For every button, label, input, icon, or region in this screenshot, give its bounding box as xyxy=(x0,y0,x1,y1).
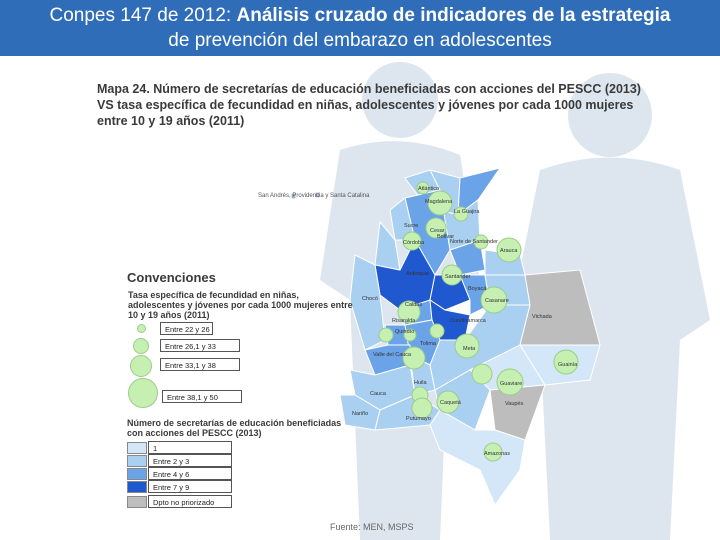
count-legend-item: 1 xyxy=(148,441,232,454)
slide-header: Conpes 147 de 2012: Análisis cruzado de … xyxy=(0,0,720,56)
dept-label: Norte de Santander xyxy=(450,239,498,245)
dept-label: Cesar xyxy=(430,228,445,234)
count-legend-item: Entre 7 y 9 xyxy=(148,480,232,493)
dept-label: Nariño xyxy=(352,411,368,417)
rate-circle xyxy=(441,264,463,286)
dept-label: Boyacá xyxy=(468,286,487,292)
dept-label: Atlántico xyxy=(418,186,439,192)
dept-label: Guainía xyxy=(558,362,578,368)
dept-label: Casanare xyxy=(485,298,509,304)
count-swatch xyxy=(127,481,147,493)
rate-circle xyxy=(411,397,433,419)
dept-label: Vichada xyxy=(532,314,553,320)
rate-circle xyxy=(471,363,493,385)
dept-label: Vaupés xyxy=(505,401,523,407)
rate-circle xyxy=(483,442,503,462)
dept-label: Bolívar xyxy=(437,234,454,240)
rate-symbol-xlarge xyxy=(128,378,158,408)
dept-label: Meta xyxy=(463,346,476,352)
rate-circle xyxy=(425,217,447,239)
slide-title-line-1: Conpes 147 de 2012: Análisis cruzado de … xyxy=(0,4,720,28)
rate-circle xyxy=(453,206,469,222)
dept-label: Putumayo xyxy=(406,416,431,422)
slide-title-bold: Análisis cruzado de indicadores de la es… xyxy=(236,5,671,26)
count-swatch xyxy=(127,496,147,508)
count-legend-item: Entre 4 y 6 xyxy=(148,467,232,480)
dept-label: Caldas xyxy=(405,302,422,308)
rate-symbol-large xyxy=(130,355,152,377)
rate-circle xyxy=(436,390,460,414)
island-san-andres xyxy=(291,193,296,199)
count-legend-title: Número de secretarías de educación benef… xyxy=(127,418,342,438)
rate-circle xyxy=(553,349,579,375)
count-legend-item: Dpto no priorizado xyxy=(148,495,232,508)
rate-legend-item: Entre 33,1 y 38 xyxy=(160,358,240,371)
count-legend-item: Entre 2 y 3 xyxy=(148,454,232,467)
legend-title: Convenciones xyxy=(127,270,216,285)
rate-circle xyxy=(402,346,426,370)
count-swatch xyxy=(127,442,147,454)
count-swatch xyxy=(127,468,147,480)
rate-circle xyxy=(480,286,508,314)
dept-label: Santander xyxy=(445,274,471,280)
rate-legend-item: Entre 26,1 y 33 xyxy=(160,339,240,352)
island-providencia xyxy=(315,192,320,198)
rate-circle xyxy=(403,328,417,342)
rate-circle xyxy=(427,190,453,216)
dept-label: Magdalena xyxy=(425,199,453,205)
island-label: San Andrés, Providencia y Santa Catalina xyxy=(258,193,370,199)
rate-symbol-medium xyxy=(133,338,149,354)
dept-label: Cundinamarca xyxy=(450,318,487,324)
rate-circle xyxy=(402,231,422,251)
dept-label: Amazonas xyxy=(484,451,510,457)
count-swatch xyxy=(127,455,147,467)
dept-label: Sucre xyxy=(404,223,418,229)
rate-circle xyxy=(378,327,394,343)
slide-title-prefix: Conpes 147 de 2012: xyxy=(49,5,237,26)
dept-label: Guaviare xyxy=(500,381,522,387)
dept-label: Córdoba xyxy=(403,240,425,246)
map-title: Mapa 24. Número de secretarías de educac… xyxy=(97,82,641,128)
rate-legend-item: Entre 38,1 y 50 xyxy=(162,390,242,403)
dept-label: Caquetá xyxy=(440,400,462,406)
region-vichada xyxy=(519,269,601,346)
rate-circle xyxy=(496,237,522,263)
rate-circle xyxy=(473,234,489,250)
dept-label: Chocó xyxy=(362,296,378,302)
rate-circle xyxy=(454,333,480,359)
dept-label: Quindío xyxy=(395,329,414,335)
rate-circle xyxy=(397,300,421,324)
map-source: Fuente: MEN, MSPS xyxy=(330,522,414,532)
dept-label: Arauca xyxy=(500,248,518,254)
dept-label: Tolima xyxy=(420,341,437,347)
slide-title-line-2: de prevención del embarazo en adolescent… xyxy=(168,30,552,51)
dept-label: Antioquia xyxy=(406,271,430,277)
rate-legend-title: Tasa específica de fecundidad en niñas, … xyxy=(128,290,353,320)
rate-legend-item: Entre 22 y 26 xyxy=(160,322,213,335)
dept-label: Huila xyxy=(414,380,427,386)
rate-circle xyxy=(429,323,445,339)
dept-label: Risaralda xyxy=(392,318,416,324)
rate-circle xyxy=(416,181,430,195)
rate-circle xyxy=(496,368,524,396)
dept-label: Valle del Cauca xyxy=(373,352,412,358)
region-amazonas xyxy=(429,409,526,507)
dept-label: La Guajira xyxy=(454,209,480,215)
dept-label: Cauca xyxy=(370,391,387,397)
rate-symbol-small xyxy=(137,324,146,333)
